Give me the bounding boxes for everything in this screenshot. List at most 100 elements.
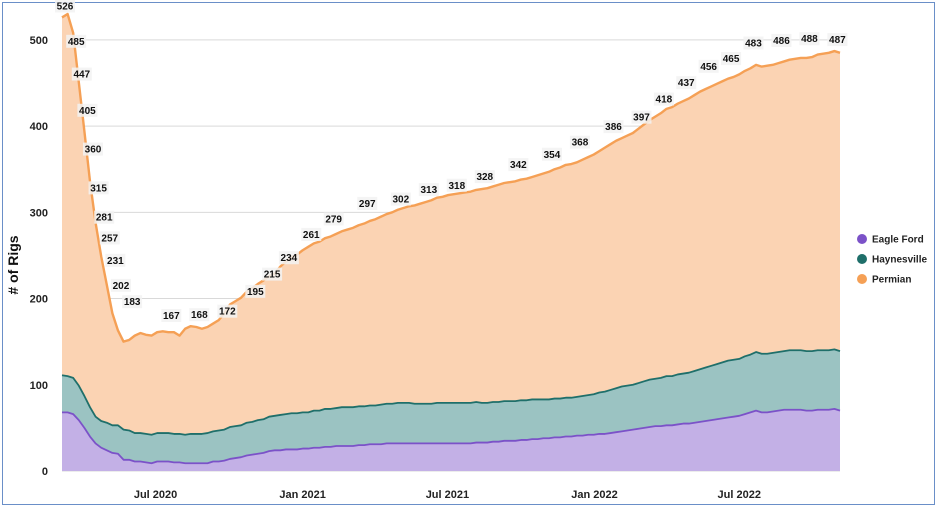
data-label-bg (55, 0, 75, 13)
data-label-text: 483 (745, 39, 762, 50)
x-tick-label: Jul 2022 (718, 489, 761, 501)
series-lines (61, 12, 841, 465)
data-label-bg (323, 212, 344, 226)
data-label-bg (357, 196, 378, 210)
data-label-281: 281 (94, 210, 115, 224)
data-label-text: 261 (303, 230, 320, 241)
legend-item-eagle-ford: Eagle Ford (857, 234, 924, 246)
legend: Eagle Ford Haynesville Permian (857, 234, 927, 286)
data-label-bg (799, 32, 820, 46)
data-label-text: 485 (68, 37, 85, 48)
data-label-bg (94, 210, 115, 224)
data-label-text: 168 (191, 310, 208, 321)
data-label-234: 234 (278, 251, 299, 265)
data-label-text: 342 (510, 160, 527, 171)
data-label-167: 167 (161, 309, 182, 323)
data-label-text: 257 (101, 233, 118, 244)
data-label-text: 167 (163, 311, 180, 322)
data-label-text: 397 (633, 113, 650, 124)
legend-item-haynesville: Haynesville (857, 254, 927, 266)
data-label-302: 302 (390, 192, 411, 206)
data-label-text: 488 (801, 34, 818, 45)
data-label-text: 183 (124, 297, 141, 308)
data-label-215: 215 (262, 267, 283, 281)
data-label-437: 437 (676, 76, 697, 90)
data-label-261: 261 (301, 227, 322, 241)
y-tick-label: 100 (30, 380, 48, 392)
data-label-bg (390, 192, 411, 206)
legend-label: Permian (872, 275, 911, 286)
data-label-text: 360 (85, 145, 102, 156)
data-label-bg (189, 308, 210, 322)
data-label-text: 279 (325, 214, 342, 225)
legend-marker-haynesville (857, 254, 867, 264)
data-label-bg (721, 52, 742, 66)
data-label-bg (418, 183, 439, 197)
data-label-bg (446, 178, 467, 192)
legend-item-permian: Permian (857, 274, 911, 286)
data-label-195: 195 (245, 284, 266, 298)
data-label-bg (278, 251, 299, 265)
data-label-text: 195 (247, 287, 264, 298)
data-label-text: 315 (90, 183, 107, 194)
data-label-318: 318 (446, 178, 467, 192)
data-label-313: 313 (418, 183, 439, 197)
y-tick-label: 400 (30, 121, 48, 133)
legend-label: Eagle Ford (872, 235, 924, 246)
area-haynesville (62, 349, 840, 464)
data-label-text: 456 (700, 62, 717, 73)
data-label-text: 386 (605, 122, 622, 133)
data-label-354: 354 (541, 147, 562, 161)
data-label-bg (110, 278, 131, 292)
data-label-bg (71, 67, 92, 81)
data-label-text: 281 (96, 213, 113, 224)
data-label-465: 465 (721, 52, 742, 66)
data-label-bg (245, 284, 266, 298)
y-axis-label: # of Rigs (5, 235, 21, 294)
data-label-447: 447 (71, 67, 92, 81)
data-label-172: 172 (217, 304, 238, 318)
data-label-bg (474, 170, 495, 184)
series-areas (62, 14, 840, 471)
data-label-text: 318 (448, 181, 465, 192)
data-label-bg (508, 158, 529, 172)
x-tick-label: Jan 2022 (571, 489, 617, 501)
y-tick-label: 300 (30, 207, 48, 219)
line-eagle-ford (62, 408, 841, 465)
data-label-text: 437 (678, 78, 695, 89)
data-label-bg (82, 142, 103, 156)
data-label-text: 172 (219, 307, 236, 318)
data-label-483: 483 (743, 36, 764, 50)
y-axis-ticks: 0 100 200 300 400 500 (30, 35, 48, 478)
y-tick-label: 200 (30, 294, 48, 306)
data-label-488: 488 (799, 32, 820, 46)
data-label-bg (541, 147, 562, 161)
data-label-text: 465 (723, 54, 740, 65)
data-label-397: 397 (631, 110, 652, 124)
data-label-487: 487 (827, 33, 848, 47)
x-tick-label: Jan 2021 (279, 489, 325, 501)
data-label-168: 168 (189, 308, 210, 322)
data-label-text: 234 (281, 253, 298, 264)
data-label-bg (66, 34, 87, 48)
data-label-bg (827, 33, 848, 47)
data-label-text: 418 (656, 95, 673, 106)
data-label-bg (698, 59, 719, 73)
data-label-bg (122, 295, 143, 309)
line-permian (61, 12, 841, 343)
data-label-bg (569, 135, 590, 149)
area-permian (62, 14, 840, 435)
data-label-360: 360 (82, 142, 103, 156)
data-label-bg (77, 103, 98, 117)
data-label-text: 354 (544, 150, 561, 161)
data-label-bg (743, 36, 764, 50)
y-tick-label: 0 (42, 466, 48, 478)
data-label-257: 257 (99, 231, 120, 245)
data-label-485: 485 (66, 34, 87, 48)
data-label-text: 202 (113, 281, 130, 292)
area-eagle-ford (62, 408, 840, 471)
data-label-bg (301, 227, 322, 241)
data-label-text: 215 (264, 270, 281, 281)
data-label-bg (676, 76, 697, 90)
